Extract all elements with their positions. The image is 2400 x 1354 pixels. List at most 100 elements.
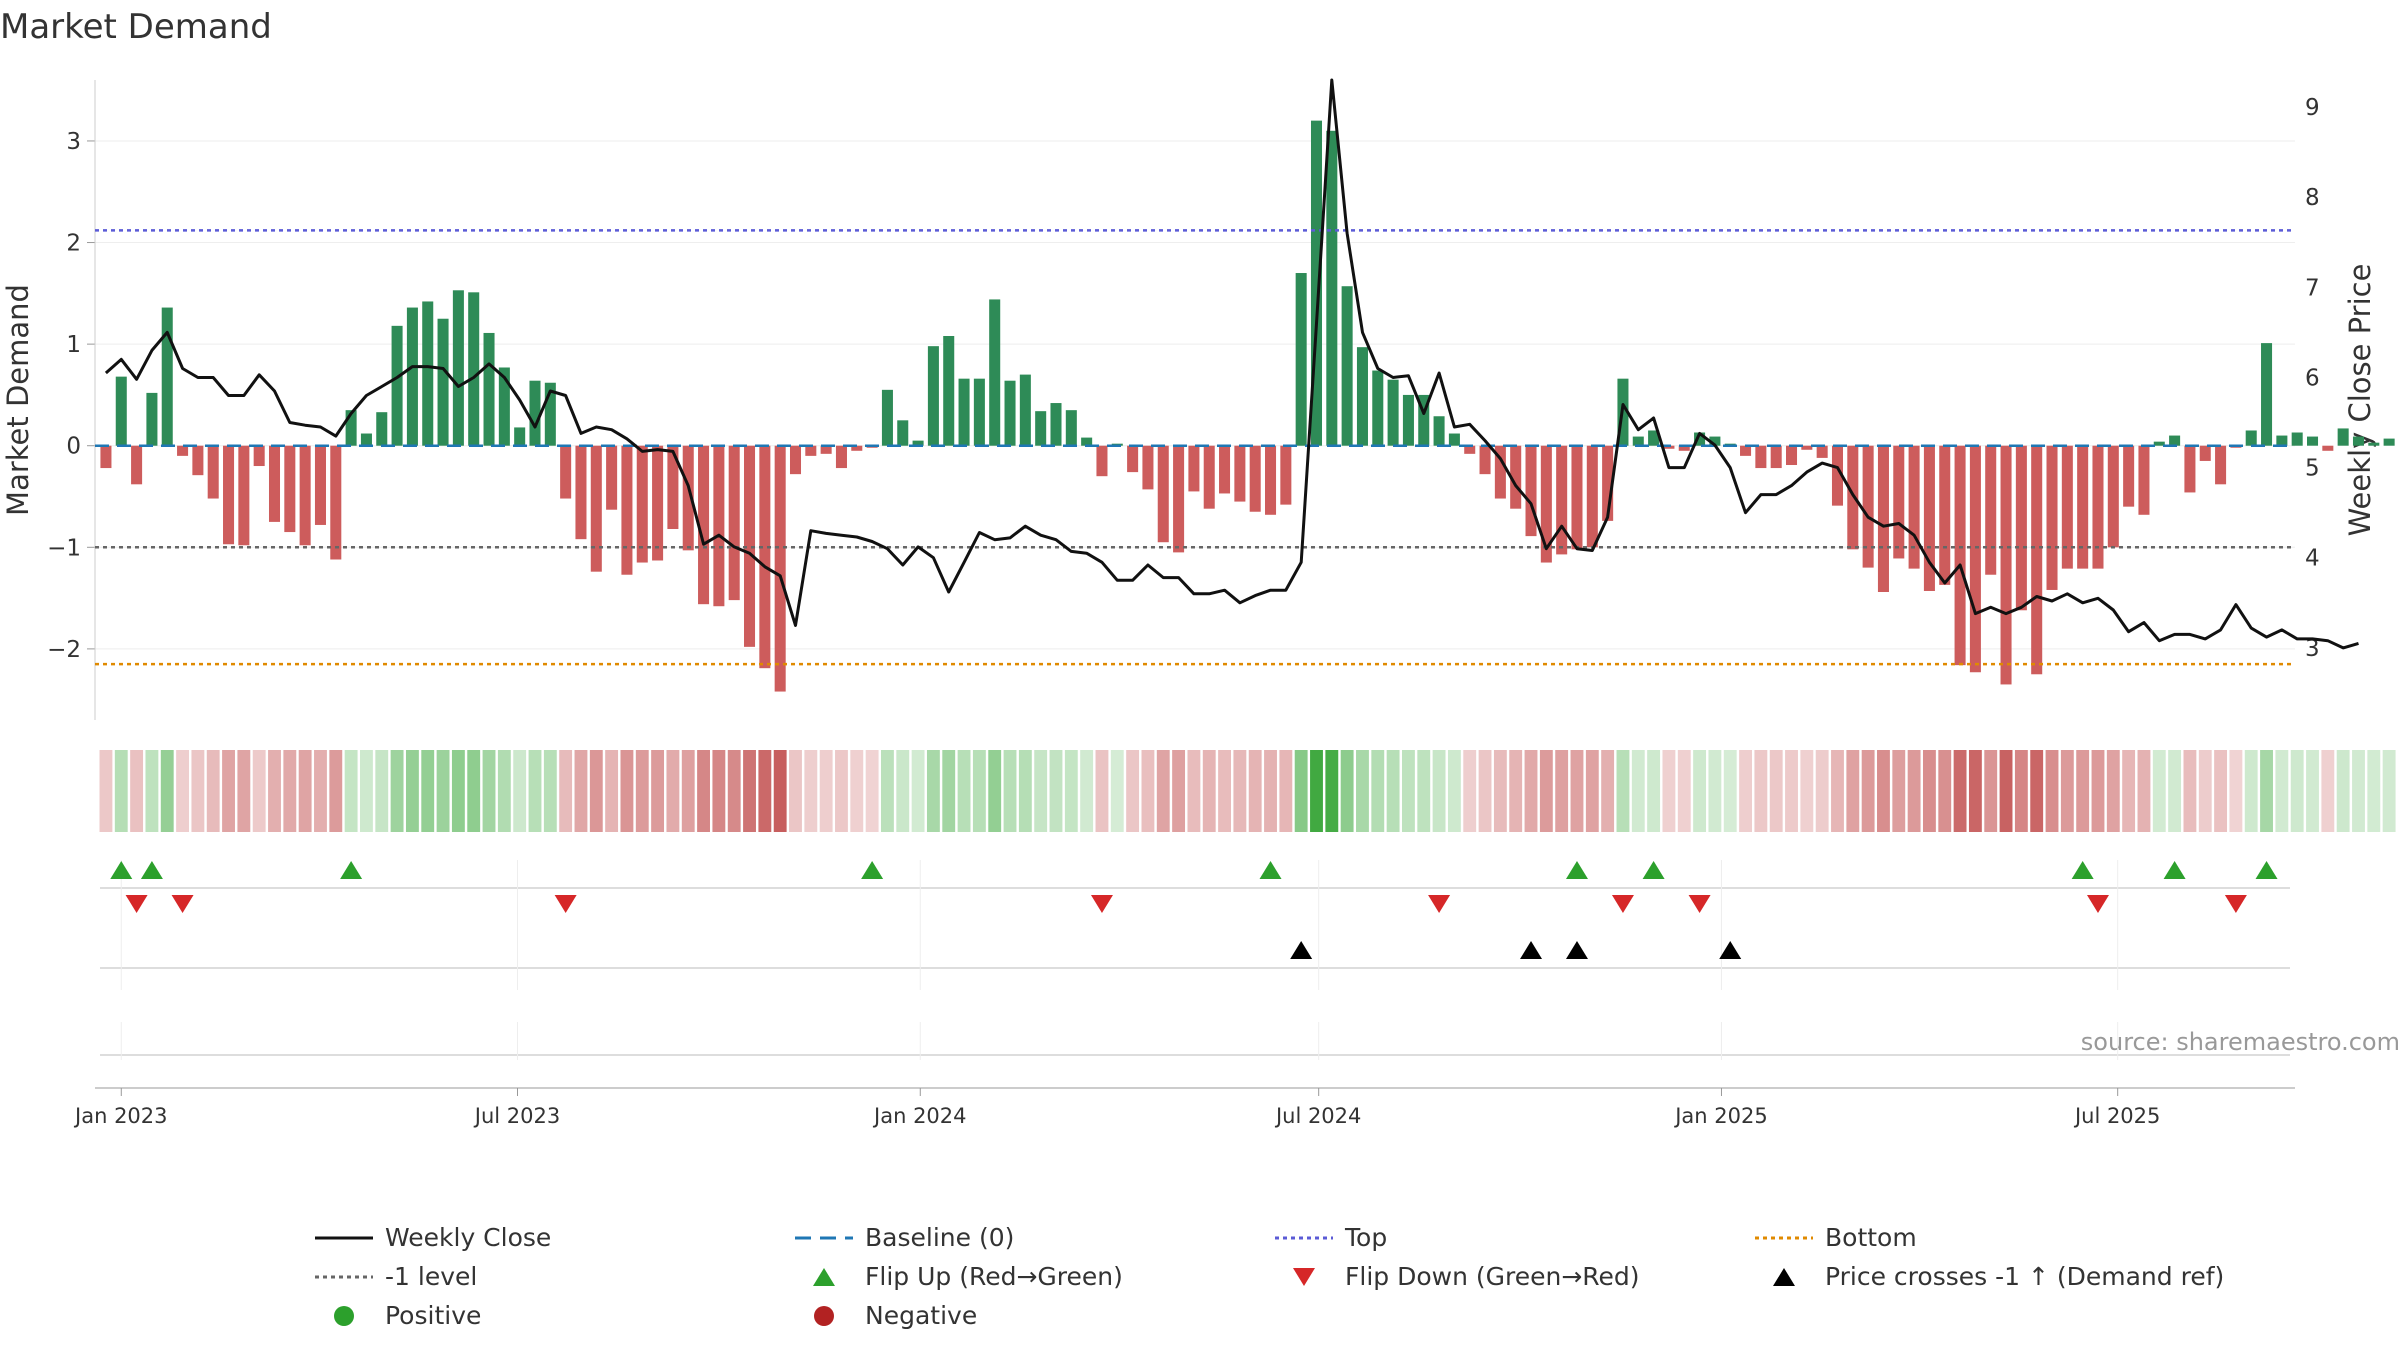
demand-bar-negative — [1234, 445, 1246, 502]
heat-cell — [222, 750, 235, 832]
y2-tick-label: 3 — [2305, 636, 2320, 662]
heat-cell — [1769, 750, 1783, 832]
demand-bar-positive — [2383, 438, 2395, 446]
heat-cell — [1371, 750, 1385, 832]
demand-bar-negative — [851, 445, 863, 451]
heat-cell — [1034, 750, 1048, 832]
heat-cell — [1861, 750, 1875, 832]
demand-bar-positive — [422, 301, 434, 446]
heat-cell — [1739, 750, 1752, 832]
heat-cell — [1386, 750, 1400, 832]
heat-cell — [1141, 750, 1155, 832]
heat-cell — [1264, 750, 1277, 832]
heat-cell — [1601, 750, 1615, 832]
flip-down-marker — [1428, 895, 1451, 913]
heat-cell — [1156, 750, 1170, 832]
heat-cell — [559, 750, 573, 832]
price-cross-marker — [1520, 941, 1543, 959]
heat-cell — [1968, 750, 1982, 832]
legend-label: Bottom — [1825, 1223, 1917, 1252]
demand-bar-positive — [989, 299, 1001, 446]
demand-bar-positive — [1310, 120, 1323, 446]
heat-cell — [1064, 750, 1078, 832]
heat-cell — [298, 750, 312, 832]
flip-down-marker — [1090, 895, 1113, 913]
heat-cell — [1294, 750, 1308, 832]
demand-bar-positive — [360, 433, 372, 446]
main-plot: 3 2 1 0 −1 −2 9 8 7 6 5 4 3 — [47, 78, 2395, 720]
heat-cell — [2091, 750, 2105, 832]
heat-cell — [2367, 750, 2381, 832]
legend-label: Flip Down (Green→Red) — [1345, 1262, 1640, 1291]
flip-up-marker — [1642, 861, 1665, 879]
demand-bar-negative — [2123, 445, 2135, 507]
heat-cell — [191, 750, 205, 832]
heat-cell — [804, 750, 818, 832]
heat-cell — [543, 750, 557, 832]
heat-cell — [1831, 750, 1844, 832]
flip-down-marker — [1688, 895, 1711, 913]
heat-cell — [2336, 750, 2350, 832]
demand-bar-negative — [2138, 445, 2150, 515]
x-tick-label: Jul 2024 — [1274, 1104, 1361, 1128]
heat-cell — [1202, 750, 1216, 832]
y2-tick-label: 8 — [2305, 185, 2320, 211]
heat-cell — [896, 750, 910, 832]
heat-cell — [1187, 750, 1201, 832]
heat-cell — [758, 750, 772, 832]
demand-bar-negative — [1908, 445, 1920, 569]
demand-bar-negative — [1203, 445, 1215, 509]
demand-bar-negative — [207, 445, 219, 499]
heat-cell — [1080, 750, 1094, 832]
demand-bar-negative — [1556, 445, 1568, 555]
x-tick-label: Jan 2025 — [1673, 1104, 1768, 1128]
heat-cell — [451, 750, 465, 832]
demand-bar-positive — [514, 427, 526, 446]
demand-bar-positive — [1648, 430, 1660, 446]
heat-cell — [1417, 750, 1431, 832]
demand-bar-negative — [1969, 445, 1981, 673]
legend-item: Top — [1275, 1223, 1387, 1252]
demand-bar-positive — [1035, 411, 1047, 446]
heat-cell — [743, 750, 756, 832]
demand-bar-positive — [406, 307, 418, 446]
flip-down-marker — [125, 895, 148, 913]
flip-up-marker — [2255, 861, 2278, 879]
legend-circle-swatch — [814, 1306, 834, 1326]
legend-label: Positive — [385, 1301, 481, 1330]
source-label: source: sharemaestro.com — [2081, 1028, 2400, 1056]
heat-cell — [1938, 750, 1952, 832]
heat-cell — [1524, 750, 1538, 832]
demand-bar-negative — [1923, 445, 1935, 591]
flip-down-marker — [2086, 895, 2109, 913]
heat-cell — [972, 750, 986, 832]
demand-bar-positive — [2352, 436, 2364, 446]
heat-cell — [1785, 750, 1798, 832]
heat-cell — [1110, 750, 1124, 832]
demand-bar-negative — [1877, 445, 1889, 592]
flip-up-marker — [110, 861, 133, 879]
demand-bar-negative — [1157, 445, 1169, 543]
demand-bar-negative — [2015, 445, 2027, 611]
demand-bar-negative — [789, 445, 802, 475]
demand-bar-positive — [1372, 370, 1384, 446]
demand-bar-positive — [529, 380, 541, 446]
flip-up-marker — [140, 861, 163, 879]
heat-cell — [513, 750, 527, 832]
demand-bar-positive — [483, 332, 495, 446]
heat-cell — [2290, 750, 2304, 832]
demand-bar-positive — [2276, 435, 2288, 446]
legend-label: -1 level — [385, 1262, 477, 1291]
demand-heat-strip — [99, 750, 2396, 832]
heat-cell — [773, 750, 787, 832]
demand-bar-negative — [1801, 445, 1813, 450]
heat-cell — [942, 750, 956, 832]
demand-bar-negative — [1265, 445, 1277, 515]
demand-bar-positive — [1295, 273, 1307, 446]
heat-cell — [651, 750, 665, 832]
flip-down-marker — [171, 895, 194, 913]
heat-cell — [712, 750, 726, 832]
heat-cell — [635, 750, 649, 832]
demand-bar-positive — [437, 318, 449, 446]
demand-bar-negative — [2215, 445, 2227, 485]
